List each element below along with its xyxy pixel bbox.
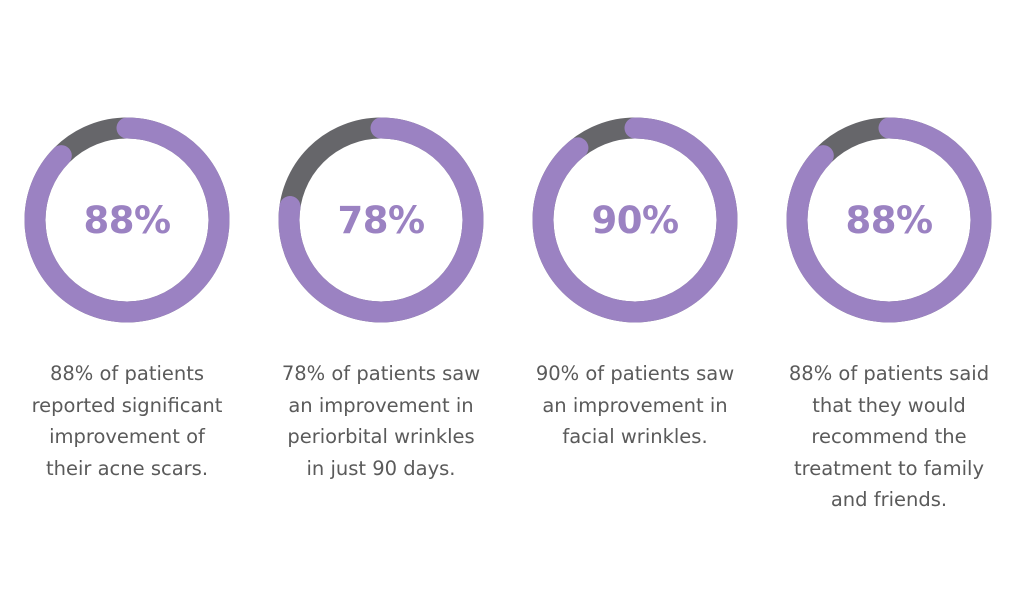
caption-line: recommend the — [811, 425, 967, 448]
caption-line: 90% of patients saw — [535, 362, 735, 385]
caption-line: reported significant — [31, 393, 223, 417]
stat-caption: 88% of patients reported significant imp… — [0, 358, 254, 484]
stat-periorbital-wrinkles: 78% 78% of patients saw an improvement i… — [254, 0, 508, 612]
donut-chart: 88% — [786, 117, 992, 323]
donut-percentage-label: 88% — [83, 198, 171, 242]
donut-svg — [24, 117, 230, 323]
caption-line: 88% of patients said — [788, 362, 990, 385]
caption-line: treatment to family — [794, 456, 984, 480]
caption-line: an improvement in — [288, 393, 474, 417]
caption-line: 88% of patients — [49, 362, 205, 385]
caption-line: their acne scars. — [45, 456, 209, 480]
caption-line: that they would — [812, 393, 966, 417]
donut-chart: 78% — [278, 117, 484, 323]
donut-percentage-label: 90% — [591, 198, 679, 242]
donut-value-slice — [24, 117, 230, 323]
caption-line: periorbital wrinkles — [287, 425, 475, 448]
donut-value-slice — [532, 117, 738, 323]
donut-value-slice — [786, 117, 992, 323]
caption-line: improvement of — [49, 425, 205, 448]
stat-caption: 78% of patients saw an improvement in pe… — [254, 358, 508, 484]
donut-chart: 90% — [532, 117, 738, 323]
stat-recommend: 88% 88% of patients said that they would… — [762, 0, 1016, 612]
donut-chart: 88% — [24, 117, 230, 323]
donut-svg — [278, 117, 484, 323]
stat-caption: 90% of patients saw an improvement in fa… — [508, 358, 762, 453]
stat-acne-scars: 88% 88% of patients reported significant… — [0, 0, 254, 612]
caption-line: and friends. — [830, 488, 948, 511]
caption-line: 78% of patients saw — [281, 362, 481, 385]
donut-svg — [786, 117, 992, 323]
donut-percentage-label: 78% — [337, 198, 425, 242]
stat-caption: 88% of patients said that they would rec… — [762, 358, 1016, 516]
caption-line: an improvement in — [542, 393, 728, 417]
caption-line: facial wrinkles. — [562, 425, 708, 448]
stat-facial-wrinkles: 90% 90% of patients saw an improvement i… — [508, 0, 762, 612]
donut-svg — [532, 117, 738, 323]
donut-value-slice — [278, 117, 484, 323]
caption-line: in just 90 days. — [306, 456, 456, 480]
donut-percentage-label: 88% — [845, 198, 933, 242]
